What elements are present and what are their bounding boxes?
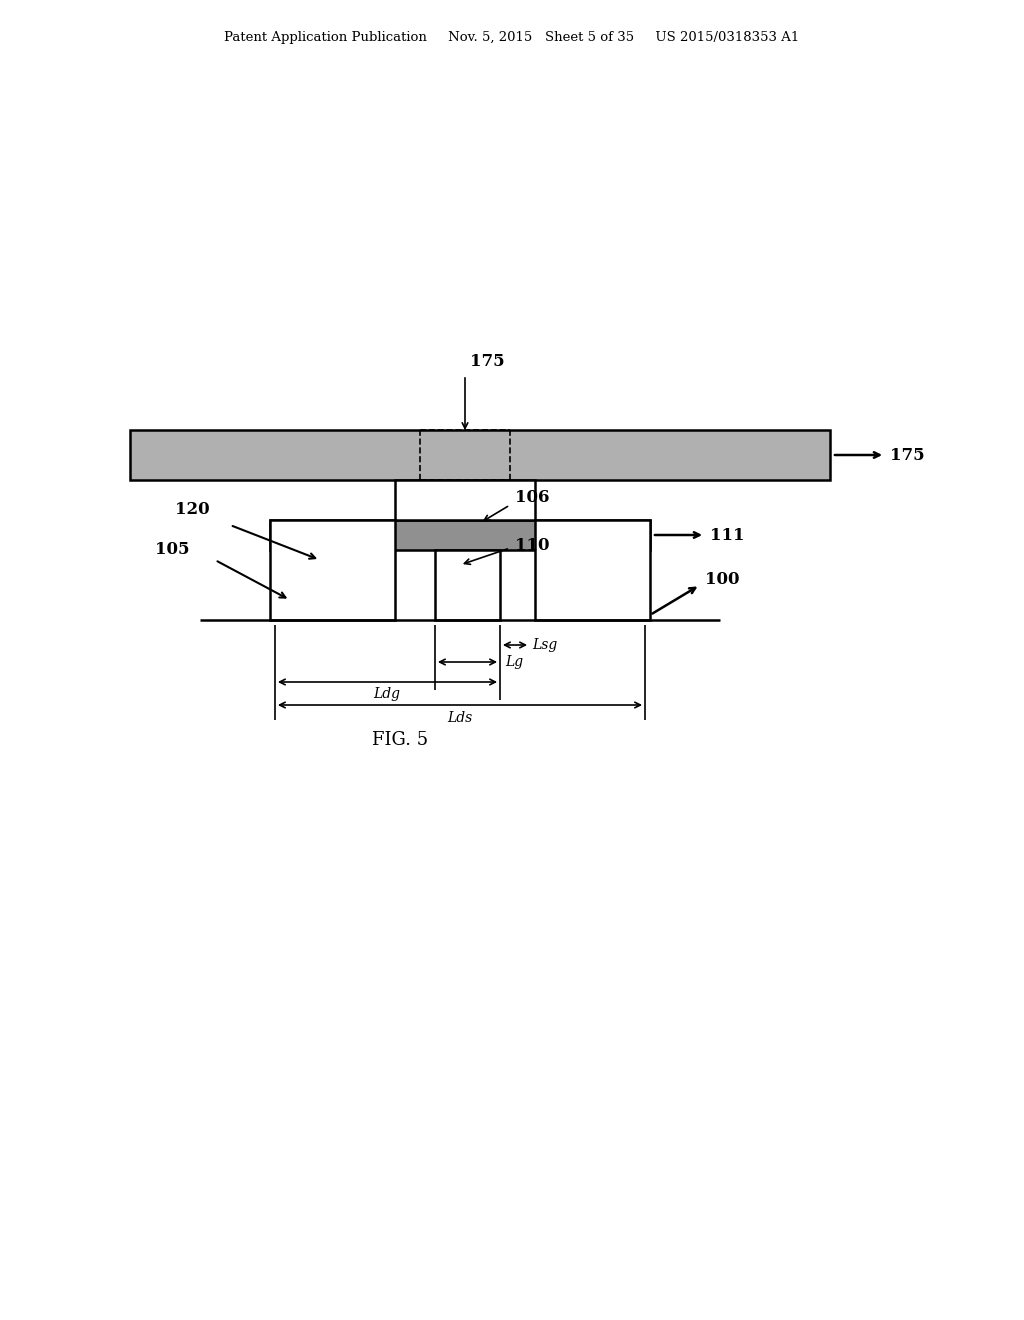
Bar	[130, 430, 830, 480]
Bar	[395, 480, 535, 520]
Text: 111: 111	[710, 527, 744, 544]
Bar	[270, 520, 650, 550]
Text: 175: 175	[470, 354, 505, 371]
Text: Lsg: Lsg	[532, 638, 557, 652]
Text: 105: 105	[155, 541, 189, 558]
Text: 100: 100	[705, 572, 739, 589]
Text: Lds: Lds	[447, 711, 473, 725]
Bar	[270, 520, 395, 620]
Text: 175: 175	[890, 446, 925, 463]
Text: FIG. 5: FIG. 5	[372, 731, 428, 748]
Text: 110: 110	[515, 536, 550, 553]
Text: Patent Application Publication     Nov. 5, 2015   Sheet 5 of 35     US 2015/0318: Patent Application Publication Nov. 5, 2…	[224, 30, 800, 44]
Text: Ldg: Ldg	[374, 686, 400, 701]
Text: 106: 106	[515, 488, 550, 506]
Text: 120: 120	[175, 502, 210, 519]
Text: Lg: Lg	[505, 655, 523, 669]
Bar	[535, 520, 650, 620]
Bar	[435, 550, 500, 620]
